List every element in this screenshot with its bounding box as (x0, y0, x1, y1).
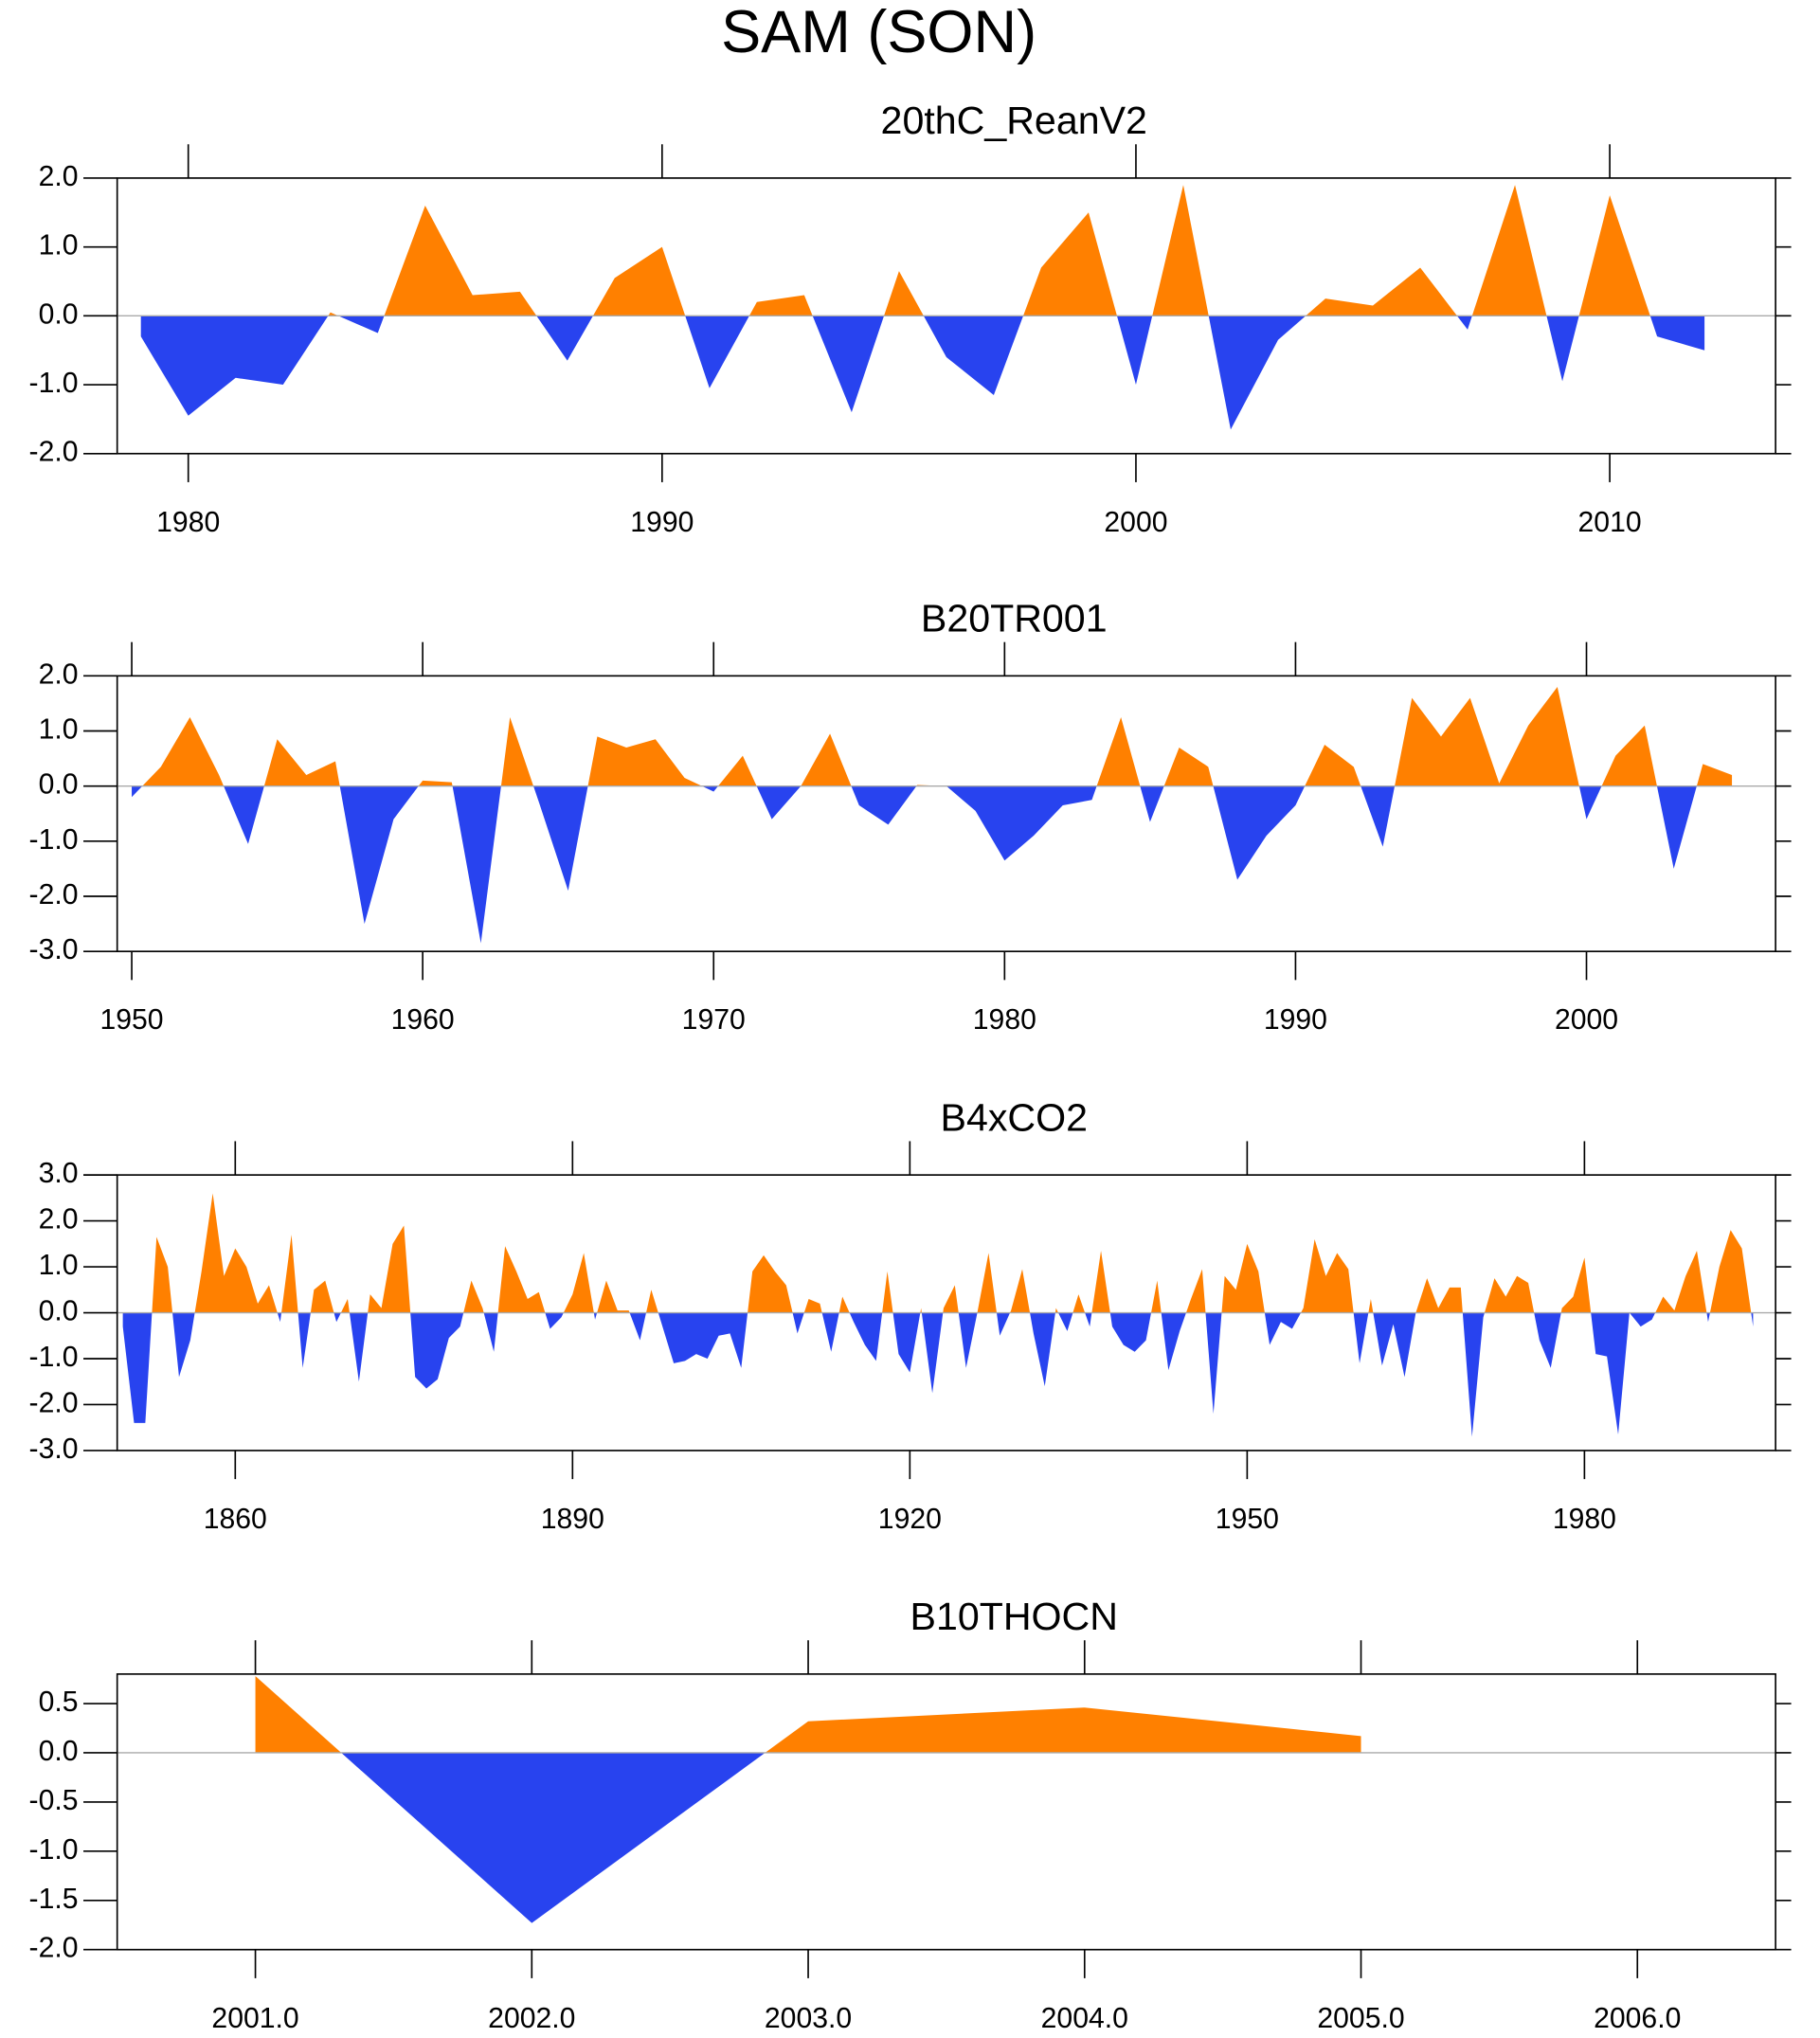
x-tick-label: 2000 (1104, 507, 1167, 538)
y-tick-label: -3.0 (29, 1434, 79, 1465)
y-tick-label: 1.0 (39, 1250, 79, 1281)
y-tick-label: -1.0 (29, 1834, 79, 1866)
y-tick-label: 2.0 (39, 1204, 79, 1235)
y-tick-label: -2.0 (29, 1933, 79, 1964)
plot-frame (116, 675, 1776, 952)
x-tick-label: 1860 (204, 1504, 267, 1535)
area-positive (255, 1675, 1361, 1753)
area-negative (122, 1312, 1754, 1437)
x-tick-label: 1890 (541, 1504, 604, 1535)
panel-title: B20TR001 (921, 597, 1108, 640)
panel-title: 20thC_ReanV2 (881, 99, 1147, 142)
y-tick-label: 0.0 (39, 769, 79, 801)
y-tick-label: 3.0 (39, 1158, 79, 1189)
area-negative (132, 785, 1733, 944)
panel-title: B4xCO2 (941, 1095, 1088, 1139)
y-tick-label: 0.0 (39, 298, 79, 330)
area-negative (341, 1752, 766, 1923)
x-tick-label: 2003.0 (765, 2003, 852, 2034)
x-tick-label: 1990 (1264, 1004, 1327, 1036)
y-tick-label: -2.0 (29, 879, 79, 911)
y-tick-label: -1.5 (29, 1884, 79, 1915)
area-positive (132, 686, 1733, 786)
panel-title: B10THOCN (910, 1595, 1118, 1638)
plot-frame (116, 1673, 1776, 1951)
y-tick-label: -3.0 (29, 934, 79, 965)
x-tick-label: 2002.0 (488, 2003, 575, 2034)
y-tick-label: 1.0 (39, 713, 79, 745)
main-title: SAM (SON) (721, 0, 1036, 65)
plot-frame (116, 1174, 1776, 1452)
x-tick-label: 1980 (973, 1004, 1036, 1036)
y-tick-label: -0.5 (29, 1785, 79, 1816)
plot-frame (116, 177, 1776, 455)
y-tick-label: 1.0 (39, 230, 79, 262)
x-tick-label: 1920 (878, 1504, 942, 1535)
area-positive (122, 1193, 1754, 1313)
y-tick-label: -2.0 (29, 1387, 79, 1418)
x-tick-label: 1950 (1216, 1504, 1279, 1535)
y-tick-label: 0.5 (39, 1686, 79, 1718)
y-tick-label: 2.0 (39, 658, 79, 690)
x-tick-label: 1990 (630, 507, 694, 538)
x-tick-label: 2004.0 (1041, 2003, 1128, 2034)
y-tick-label: 0.0 (39, 1736, 79, 1767)
y-tick-label: 2.0 (39, 161, 79, 192)
y-tick-label: 0.0 (39, 1295, 79, 1326)
x-tick-label: 2000 (1555, 1004, 1618, 1036)
x-tick-label: 1970 (682, 1004, 746, 1036)
x-tick-label: 1960 (391, 1004, 455, 1036)
x-tick-label: 2010 (1578, 507, 1642, 538)
x-tick-label: 2006.0 (1594, 2003, 1681, 2034)
y-tick-label: -1.0 (29, 1342, 79, 1373)
x-tick-label: 1980 (1553, 1504, 1616, 1535)
area-negative (140, 316, 1705, 430)
y-tick-label: -1.0 (29, 824, 79, 856)
x-tick-label: 1980 (156, 507, 220, 538)
area-positive (140, 185, 1705, 316)
x-tick-label: 2001.0 (211, 2003, 298, 2034)
x-tick-label: 2005.0 (1317, 2003, 1404, 2034)
y-tick-label: -1.0 (29, 368, 79, 399)
y-tick-label: -2.0 (29, 437, 79, 468)
x-tick-label: 1950 (100, 1004, 164, 1036)
